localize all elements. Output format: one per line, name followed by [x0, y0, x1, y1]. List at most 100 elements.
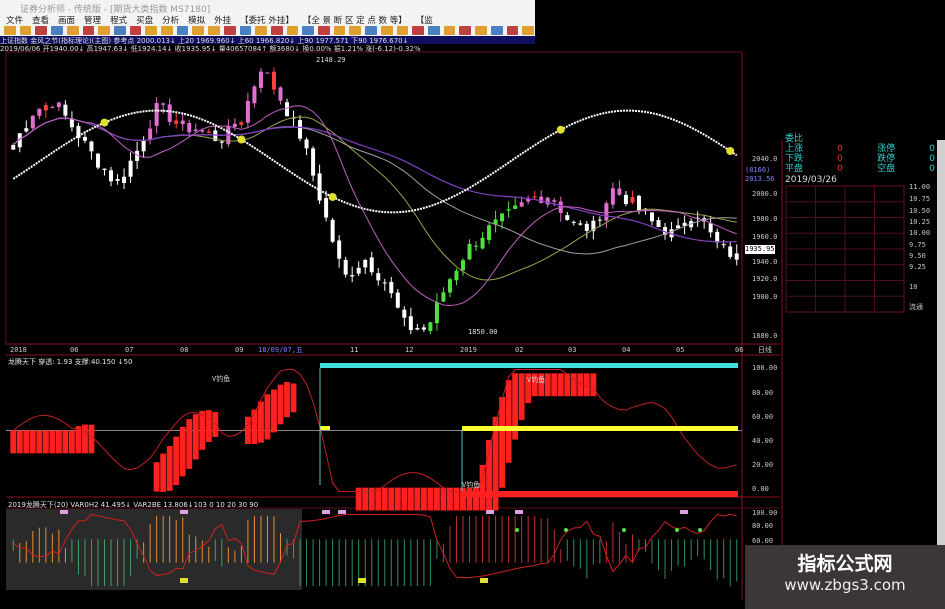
menu-item[interactable]: 分析	[162, 16, 180, 26]
top-signal-marker	[680, 510, 688, 514]
toolbar-button-icon[interactable]	[396, 26, 409, 35]
candle-body	[232, 123, 237, 127]
menu-item[interactable]: 模拟	[188, 16, 206, 26]
toolbar-button-icon[interactable]	[66, 26, 79, 35]
menu-item[interactable]: 文件	[6, 16, 24, 26]
toolbar-button-icon[interactable]	[380, 26, 393, 35]
breadth-label2: 空盘	[877, 164, 896, 174]
breadth-value: 0	[837, 154, 843, 164]
toolbar-button-icon[interactable]	[522, 26, 534, 35]
low-price-label: 1850.00	[468, 328, 498, 336]
candle-body	[676, 225, 681, 229]
panel1-tick: 100.00	[752, 364, 778, 372]
toolbar-button-icon[interactable]	[475, 26, 487, 35]
candle-body	[122, 176, 127, 183]
candle-body	[728, 246, 733, 257]
toolbar-button-icon[interactable]	[161, 26, 173, 35]
candle-body	[206, 131, 211, 133]
signal-marker	[328, 192, 337, 201]
candle-body	[50, 107, 55, 109]
toolbar-button-icon[interactable]	[459, 26, 472, 35]
signal-wave-line	[12, 109, 738, 214]
toolbar-button-icon[interactable]	[223, 26, 236, 35]
candle-body	[369, 257, 374, 273]
candle-body	[623, 194, 628, 205]
toolbar-button-icon[interactable]	[490, 26, 503, 35]
candle-body	[721, 244, 726, 246]
menu-item[interactable]: 【全 景 断 区 定 点 数 等】	[302, 16, 407, 26]
candle-body	[95, 153, 100, 168]
toolbar-button-icon[interactable]	[129, 26, 142, 35]
toolbar-button-icon[interactable]	[208, 26, 220, 35]
toolbar-button-icon[interactable]	[19, 26, 32, 35]
toolbar-button-icon[interactable]	[145, 26, 158, 35]
time-tick: 06	[70, 346, 79, 354]
candle-body	[278, 87, 283, 101]
watermark-title: 指标公式网	[797, 553, 893, 575]
toolbar-button-icon[interactable]	[113, 26, 126, 35]
menu-item[interactable]: 【委托 外挂】	[240, 16, 294, 26]
watermark-url: www.zbgs3.com	[784, 576, 906, 594]
toolbar	[4, 26, 534, 36]
panel2-dot	[675, 528, 679, 532]
candle-body	[493, 219, 498, 225]
current-price-label: 1935.95	[745, 245, 775, 254]
toolbar-button-icon[interactable]	[349, 26, 362, 35]
breadth-label2: 跌停	[877, 154, 896, 164]
toolbar-button-icon[interactable]	[318, 26, 330, 35]
candle-body	[148, 128, 153, 140]
toolbar-button-icon[interactable]	[333, 26, 346, 35]
toolbar-button-icon[interactable]	[506, 26, 519, 35]
candle-body	[271, 71, 276, 90]
candle-body	[500, 213, 505, 222]
toolbar-button-icon[interactable]	[270, 26, 283, 35]
price-tick: 1880.0	[752, 332, 778, 340]
menu-item[interactable]: 查看	[32, 16, 50, 26]
menu-item[interactable]: 外挂	[214, 16, 232, 26]
mini-scale-tick: 流通	[909, 303, 923, 311]
menu-item[interactable]: 程式	[110, 16, 128, 26]
candle-body	[584, 223, 589, 231]
period-label: 日线	[758, 346, 772, 354]
breadth-row: 委比	[785, 134, 935, 144]
toolbar-button-icon[interactable]	[192, 26, 205, 35]
toolbar-button-icon[interactable]	[286, 26, 299, 35]
toolbar-button-icon[interactable]	[302, 26, 315, 35]
menu-item[interactable]: 买盘	[136, 16, 154, 26]
candle-body	[69, 118, 74, 128]
mini-scale-tick: 9.50	[909, 252, 926, 260]
menu-item[interactable]: 管理	[84, 16, 102, 26]
toolbar-button-icon[interactable]	[82, 26, 95, 35]
toolbar-button-icon[interactable]	[412, 26, 424, 35]
candle-body	[480, 237, 485, 249]
candle-body	[298, 120, 303, 139]
menu-item[interactable]: 【监	[415, 16, 433, 26]
candle-body	[187, 123, 192, 133]
toolbar-button-icon[interactable]	[427, 26, 440, 35]
toolbar-button-icon[interactable]	[255, 26, 267, 35]
toolbar-button-icon[interactable]	[4, 26, 16, 35]
candle-body	[421, 327, 426, 330]
toolbar-button-icon[interactable]	[239, 26, 252, 35]
toolbar-button-icon[interactable]	[98, 26, 110, 35]
mini-scale-tick: 10.50	[909, 207, 931, 215]
toolbar-button-icon[interactable]	[443, 26, 456, 35]
signal-mark-label: V钓鱼	[212, 375, 231, 383]
candle-body	[708, 223, 713, 233]
bottom-zone-bar	[462, 491, 738, 497]
toolbar-button-icon[interactable]	[35, 26, 48, 35]
candle-body	[402, 309, 407, 318]
time-tick: 04	[622, 346, 631, 354]
candle-body	[37, 108, 42, 116]
toolbar-button-icon[interactable]	[51, 26, 63, 35]
candle-body	[285, 102, 290, 117]
candle-body	[650, 212, 655, 222]
toolbar-button-icon[interactable]	[365, 26, 377, 35]
candle-body	[506, 209, 511, 211]
time-tick: 02	[515, 346, 524, 354]
menu-item[interactable]: 画面	[58, 16, 76, 26]
toolbar-button-icon[interactable]	[176, 26, 189, 35]
candle-body	[115, 179, 120, 181]
time-tick: 11	[350, 346, 359, 354]
